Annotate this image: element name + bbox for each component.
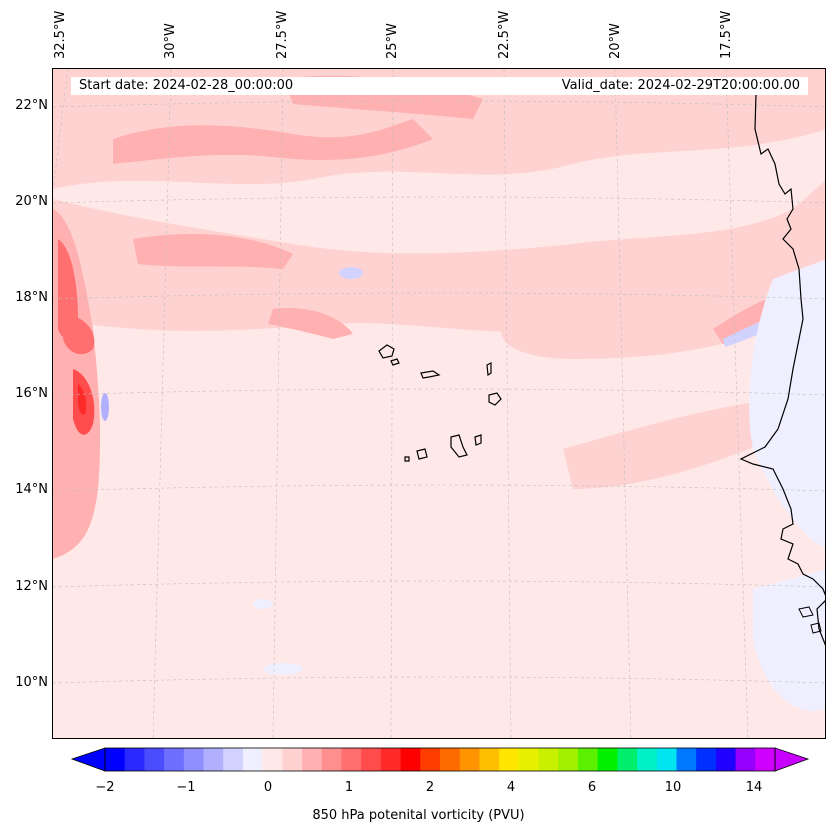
colorbar-cell <box>558 748 579 771</box>
colorbar-cell <box>262 748 283 771</box>
colorbar-cell <box>440 748 461 771</box>
pv-core-1 <box>58 239 78 338</box>
colorbar-cell <box>223 748 244 771</box>
colorbar-extend-low <box>70 747 106 772</box>
lon-label-25w: 25°W <box>385 23 400 59</box>
colorbar-cell <box>577 748 599 771</box>
cb-tick-14: 14 <box>745 780 763 795</box>
cb-tick-6: 6 <box>587 780 597 795</box>
pv-negative-7 <box>253 599 273 609</box>
lat-label-12n: 12°N <box>15 579 48 594</box>
lon-label-22-5w: 22.5°W <box>497 10 512 59</box>
colorbar-cell <box>341 748 362 771</box>
colorbar-cell <box>715 748 737 771</box>
cb-tick-neg1: −1 <box>176 780 196 795</box>
colorbar-extend-high <box>774 747 810 772</box>
colorbar-label: 850 hPa potenital vorticity (PVU) <box>312 808 525 823</box>
colorbar-cell <box>479 748 500 771</box>
colorbar-cell <box>735 748 756 771</box>
colorbar-cell <box>459 748 480 771</box>
colorbar-cell <box>164 748 185 771</box>
colorbar-cell <box>321 748 342 771</box>
lat-label-16n: 16°N <box>15 386 48 401</box>
island-sao-nicolau <box>420 370 441 379</box>
pv-band-east <box>563 399 773 489</box>
african-coastline <box>739 93 825 646</box>
colorbar-cell <box>242 748 264 771</box>
colorbar-cell <box>124 748 145 771</box>
valid-date-text: Valid_date: 2024-02-29T20:00:00.00 <box>561 78 800 93</box>
cb-tick-1: 1 <box>344 780 354 795</box>
pv-streak-3 <box>268 308 353 339</box>
graticule <box>53 69 825 738</box>
colorbar-cell <box>696 748 717 771</box>
colorbar-cell <box>538 748 559 771</box>
lat-label-20n: 20°N <box>15 194 48 209</box>
lat-label-22n: 22°N <box>15 98 48 113</box>
colorbar-cell <box>755 748 776 771</box>
lon-label-32-5w: 32.5°W <box>53 10 68 59</box>
pv-core-4 <box>78 384 87 415</box>
island-sal <box>486 362 492 377</box>
lat-label-18n: 18°N <box>15 290 48 305</box>
lon-label-30w: 30°W <box>163 23 178 59</box>
cb-tick-4: 4 <box>506 780 516 795</box>
island-maio <box>474 434 482 446</box>
colorbar-cell <box>676 748 697 771</box>
colorbar-cell <box>105 748 126 771</box>
colorbar-cell <box>420 748 441 771</box>
lon-label-17-5w: 17.5°W <box>719 10 734 59</box>
colorbar-cell <box>597 748 618 771</box>
lat-label-14n: 14°N <box>15 482 48 497</box>
island-fogo <box>416 448 428 460</box>
colorbar-cell <box>637 748 658 771</box>
colorbar-cell <box>499 748 520 771</box>
colorbar-outline <box>104 747 776 772</box>
pv-streak-2 <box>133 234 293 269</box>
colorbar-cell <box>400 748 421 771</box>
pv-band-north-2 <box>53 180 825 332</box>
pv-negative-4 <box>753 569 825 711</box>
lon-label-27-5w: 27.5°W <box>275 10 290 59</box>
cb-tick-2: 2 <box>425 780 435 795</box>
start-date-text: Start date: 2024-02-28_00:00:00 <box>79 78 294 93</box>
colorbar-cell <box>617 748 638 771</box>
island-santiago <box>450 434 468 458</box>
colorbar-cell <box>282 748 303 771</box>
pv-streak-1 <box>113 119 433 164</box>
island-boa-vista <box>488 392 502 406</box>
pv-band-mid <box>501 289 793 359</box>
colorbar-cell <box>203 748 224 771</box>
colorbar-cell <box>518 748 540 771</box>
colorbar-cell <box>361 748 382 771</box>
island-santo-antao <box>378 344 395 359</box>
lat-label-10n: 10°N <box>15 675 48 690</box>
colorbar-cell <box>144 748 165 771</box>
cape-verde-islands <box>378 344 502 462</box>
lon-label-20w: 20°W <box>608 23 623 59</box>
pv-negative-1 <box>339 267 363 279</box>
colorbar-cell <box>302 748 323 771</box>
map-panel <box>52 68 826 739</box>
cb-tick-0: 0 <box>263 780 273 795</box>
island-sao-vicente <box>390 358 400 366</box>
cb-tick-10: 10 <box>664 780 682 795</box>
colorbar <box>70 747 810 772</box>
cb-tick-neg2: −2 <box>95 780 115 795</box>
colorbar-cell <box>380 748 402 771</box>
island-brava <box>404 456 410 462</box>
coast-islands-bissagos <box>798 606 822 634</box>
vorticity-field <box>53 69 825 738</box>
colorbar-cell <box>656 748 677 771</box>
pv-negative-5 <box>101 393 109 421</box>
pv-negative-3 <box>749 259 825 548</box>
date-info-bar: Start date: 2024-02-28_00:00:00 Valid_da… <box>71 77 808 95</box>
colorbar-cell <box>183 748 205 771</box>
pv-band-north <box>53 69 825 189</box>
pv-negative-6 <box>263 663 303 675</box>
pv-core-2 <box>63 314 95 355</box>
